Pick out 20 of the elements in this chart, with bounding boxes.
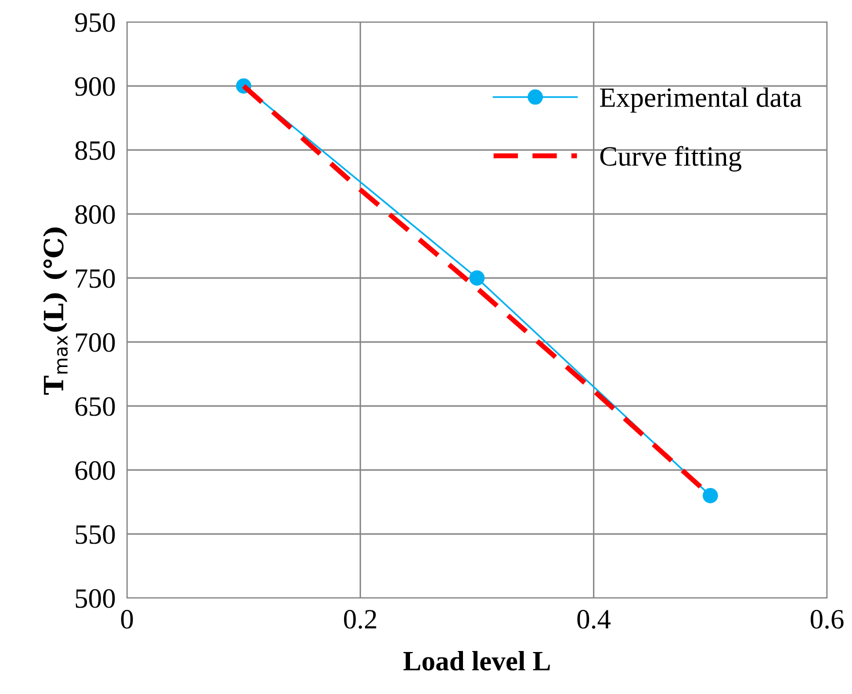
point — [469, 270, 485, 286]
y-tick-label: 750 — [76, 269, 115, 288]
y-tick-label: 500 — [76, 589, 115, 608]
y-tick-label: 600 — [75, 461, 115, 480]
x-tick-label: 0.2 — [344, 610, 376, 629]
x-axis-title: Load level L — [403, 650, 550, 671]
legend-label: Curve fitting — [600, 146, 742, 172]
legend-label: Experimental data — [600, 87, 802, 113]
y-axis-title: T$_{max}$(L) (℃) — [43, 227, 68, 395]
y-tick-label: 700 — [76, 333, 115, 352]
x-tick-label: 0.4 — [577, 610, 611, 629]
y-tick-label: 850 — [75, 141, 115, 160]
point — [702, 488, 718, 504]
y-tick-label: 950 — [75, 13, 115, 32]
y-tick-label: 900 — [75, 77, 115, 96]
y-tick-label: 550 — [76, 525, 115, 544]
x-tick-label: 0.6 — [810, 610, 844, 629]
x-tick-label: 0 — [121, 610, 133, 629]
y-tick-label: 650 — [75, 397, 115, 416]
y-tick-label: 800 — [75, 205, 115, 224]
